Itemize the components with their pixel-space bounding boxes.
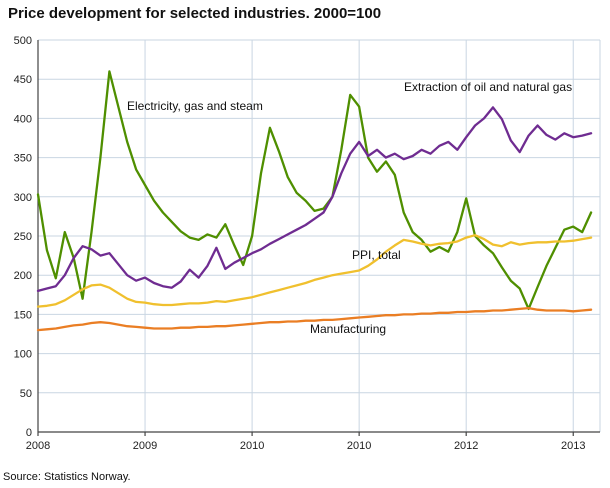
y-tick-label: 50 xyxy=(20,388,32,400)
x-tick-label: 2010 xyxy=(347,440,371,452)
x-tick-label: 2012 xyxy=(454,440,478,452)
series-line-electricity-gas-and-steam xyxy=(36,70,593,311)
series-label-manufacturing: Manufacturing xyxy=(310,322,387,336)
y-tick-label: 450 xyxy=(14,74,32,86)
y-tick-label: 150 xyxy=(14,309,32,321)
y-tick-label: 500 xyxy=(14,35,32,47)
y-tick-label: 300 xyxy=(14,192,32,204)
series-label-ppi-total: PPI, total xyxy=(352,248,401,262)
x-tick-label: 2013 xyxy=(561,440,585,452)
series-line-manufacturing xyxy=(36,306,593,332)
source-note: Source: Statistics Norway. xyxy=(3,471,131,483)
x-tick-label: 2010 xyxy=(240,440,264,452)
x-tick-label: 2008 xyxy=(26,440,50,452)
chart-title: Price development for selected industrie… xyxy=(8,5,382,22)
chart-plot: 0 50 100 150 200 250 300 350 400 450 500 2008 2009 20… xyxy=(14,35,601,452)
series-label-electricity: Electricity, gas and steam xyxy=(127,99,263,113)
y-tick-label: 200 xyxy=(14,270,32,282)
y-tick-label: 350 xyxy=(14,153,32,165)
y-tick-label: 0 xyxy=(26,427,32,439)
series-line-extraction-of-oil-and-natural-gas xyxy=(36,106,593,293)
series-line-ppi-total xyxy=(36,234,593,308)
series-label-oil-gas-extraction: Extraction of oil and natural gas xyxy=(404,80,573,94)
y-tick-label: 400 xyxy=(14,113,32,125)
x-tick-label: 2009 xyxy=(133,440,157,452)
y-tick-label: 250 xyxy=(14,231,32,243)
y-tick-label: 100 xyxy=(14,349,32,361)
